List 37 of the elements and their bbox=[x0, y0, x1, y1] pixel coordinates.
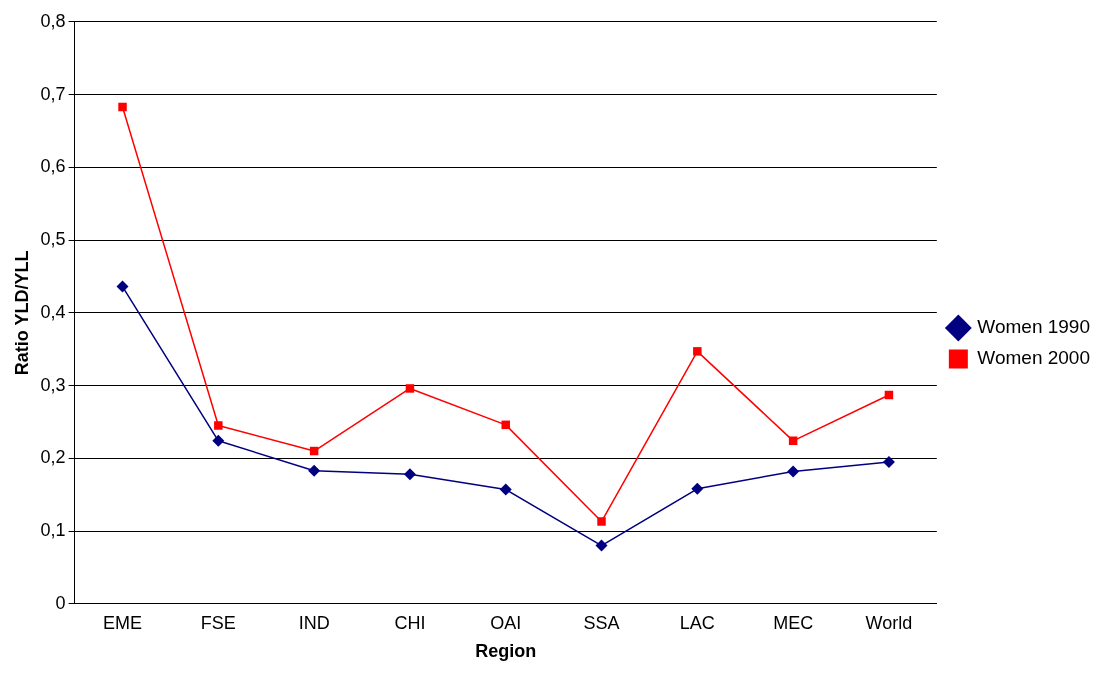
point bbox=[882, 455, 895, 468]
y-tick-label: 0,3 bbox=[40, 374, 66, 395]
point bbox=[595, 539, 608, 552]
y-tick-label: 0,6 bbox=[40, 156, 66, 177]
y-tick-label: 0,5 bbox=[40, 229, 66, 250]
y-tick-label: 0,8 bbox=[40, 10, 66, 31]
y-tick-label: 0,1 bbox=[40, 520, 66, 541]
x-tick-label: IND bbox=[298, 612, 330, 633]
y-tick-label: 0,4 bbox=[40, 301, 66, 322]
point bbox=[501, 420, 510, 430]
point bbox=[597, 517, 606, 526]
point bbox=[787, 465, 800, 478]
x-tick-label: CHI bbox=[394, 612, 426, 633]
y-tick-label: 0,2 bbox=[40, 447, 66, 468]
point bbox=[499, 483, 512, 496]
point bbox=[308, 464, 321, 477]
point bbox=[214, 421, 223, 430]
x-tick-label: EME bbox=[103, 612, 143, 633]
point bbox=[693, 347, 702, 356]
y-tick-label: 0,7 bbox=[40, 83, 66, 104]
legend-label: Women 2000 bbox=[977, 347, 1091, 369]
x-tick-label: MEC bbox=[773, 612, 814, 633]
x-tick-label: FSE bbox=[200, 612, 236, 633]
point bbox=[405, 384, 415, 393]
point bbox=[212, 434, 225, 447]
legend-label: Women 1990 bbox=[977, 316, 1091, 338]
x-tick-label: World bbox=[865, 612, 913, 633]
x-tick-label: OAI bbox=[490, 612, 522, 633]
point bbox=[116, 280, 129, 293]
y-axis-title: Ratio YLD/YLL bbox=[11, 250, 32, 376]
x-axis-title: Region bbox=[475, 641, 537, 662]
y-tick-label: 0 bbox=[55, 592, 66, 613]
point bbox=[691, 482, 704, 495]
point bbox=[118, 102, 127, 112]
x-tick-label: LAC bbox=[679, 612, 715, 633]
x-tick-label: SSA bbox=[583, 612, 620, 633]
point bbox=[403, 468, 416, 481]
